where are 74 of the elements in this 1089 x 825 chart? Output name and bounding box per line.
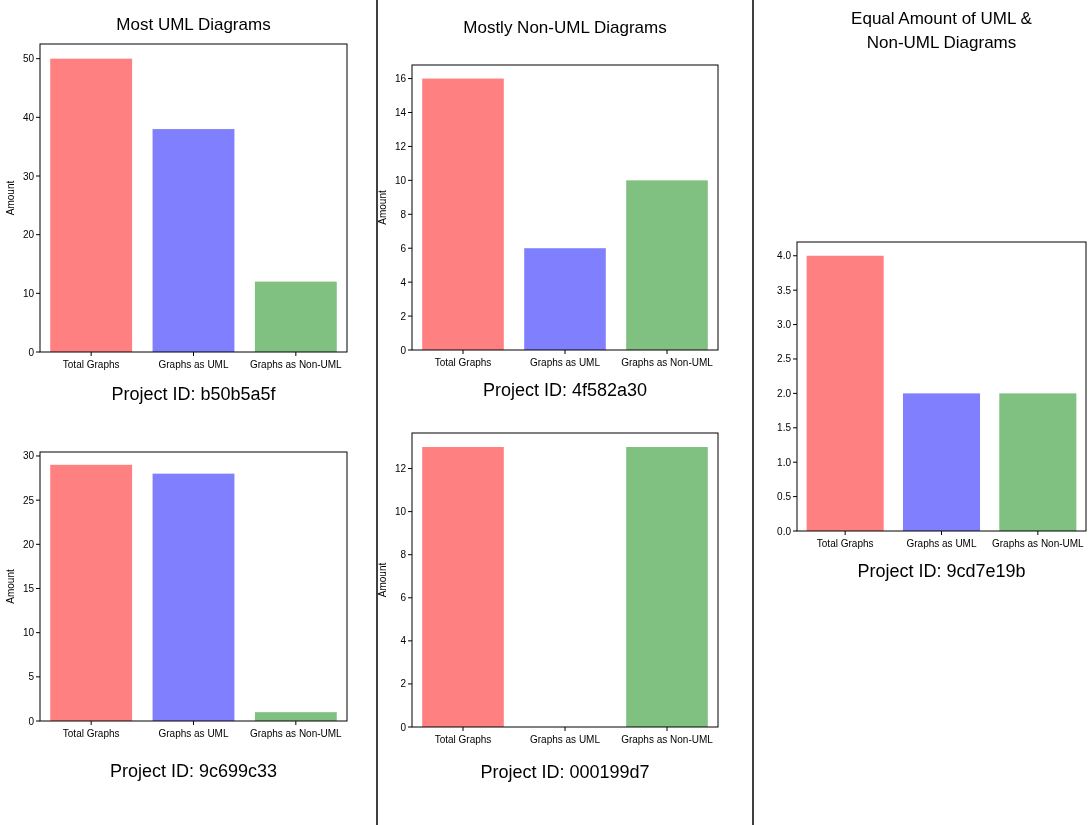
x-tick-label: Total Graphs — [62, 359, 120, 370]
y-tick-label: 15 — [22, 582, 35, 594]
y-tick-label: 3.0 — [777, 319, 792, 331]
y-tick-label: 30 — [22, 450, 35, 462]
bar — [422, 78, 504, 350]
y-tick-label: 10 — [394, 174, 407, 186]
y-tick-label: 2 — [400, 678, 407, 690]
x-tick-label: Graphs as Non-UML — [249, 359, 343, 370]
y-tick-label: 10 — [22, 287, 35, 299]
y-tick-label: 16 — [394, 73, 407, 85]
chart-title: Equal Amount of UML & Non-UML Diagrams — [851, 8, 1033, 52]
y-tick-label: 4.0 — [777, 250, 792, 262]
x-tick-label: Graphs as Non-UML — [621, 734, 714, 745]
y-tick-label: 3.5 — [777, 284, 792, 296]
y-tick-label: 0.5 — [777, 491, 792, 503]
y-tick-label: 10 — [22, 627, 35, 639]
y-tick-label: 4 — [400, 635, 407, 647]
x-tick-label: Graphs as Non-UML — [249, 728, 343, 739]
y-tick-label: 30 — [22, 170, 35, 182]
x-tick-label: Total Graphs — [816, 538, 874, 549]
y-tick-label: 50 — [22, 53, 35, 65]
chart-title: Most UML Diagrams — [116, 14, 271, 34]
x-tick-label: Graphs as UML — [906, 538, 977, 549]
bar — [626, 180, 708, 350]
x-axis-title: Project ID: 4f582a30 — [482, 380, 648, 400]
y-tick-label: 1.5 — [777, 422, 792, 434]
x-tick-label: Graphs as UML — [158, 359, 229, 370]
y-tick-label: 2.0 — [777, 387, 792, 399]
y-tick-label: 0 — [400, 721, 407, 733]
x-tick-label: Graphs as Non-UML — [621, 357, 714, 368]
x-tick-label: Total Graphs — [434, 357, 492, 368]
x-tick-label: Graphs as UML — [529, 734, 601, 745]
y-axis-title: Amount — [5, 180, 16, 216]
y-axis-title: Amount — [377, 562, 388, 598]
bar — [152, 473, 235, 721]
y-tick-label: 2 — [400, 310, 407, 322]
x-tick-label: Graphs as Non-UML — [991, 538, 1085, 549]
x-axis-title: Project ID: 000199d7 — [480, 762, 650, 782]
y-tick-label: 10 — [394, 506, 407, 518]
y-tick-label: 0 — [400, 344, 407, 356]
y-tick-label: 0 — [28, 715, 35, 727]
y-tick-label: 2.5 — [777, 353, 792, 365]
x-axis-title: Project ID: 9cd7e19b — [857, 561, 1026, 581]
bar — [50, 464, 133, 721]
bar — [524, 248, 606, 350]
y-tick-label: 8 — [400, 549, 407, 561]
y-tick-label: 40 — [22, 111, 35, 123]
y-tick-label: 1.0 — [777, 456, 792, 468]
y-tick-label: 20 — [22, 229, 35, 241]
y-axis-title: Amount — [5, 569, 16, 604]
x-tick-label: Total Graphs — [62, 728, 120, 739]
x-tick-label: Graphs as UML — [529, 357, 601, 368]
x-tick-label: Total Graphs — [434, 734, 492, 745]
x-tick-label: Graphs as UML — [158, 728, 229, 739]
y-tick-label: 12 — [394, 140, 407, 152]
x-axis-title: Project ID: b50b5a5f — [111, 384, 277, 404]
y-tick-label: 0 — [28, 346, 35, 358]
y-tick-label: 0.0 — [777, 525, 792, 537]
bar — [50, 58, 133, 352]
y-axis-title: Amount — [377, 190, 388, 225]
bar — [152, 129, 235, 352]
y-tick-label: 20 — [22, 538, 35, 550]
bar — [254, 712, 337, 721]
y-tick-label: 14 — [394, 107, 407, 118]
y-tick-label: 6 — [400, 592, 407, 604]
bar — [254, 281, 337, 352]
y-tick-label: 8 — [400, 208, 407, 220]
y-tick-label: 25 — [22, 494, 35, 506]
y-tick-label: 4 — [400, 276, 407, 288]
x-axis-title: Project ID: 9c699c33 — [109, 761, 278, 781]
y-tick-label: 6 — [400, 242, 407, 254]
y-tick-label: 5 — [28, 671, 35, 683]
y-tick-label: 12 — [394, 463, 407, 475]
chart-title: Mostly Non-UML Diagrams — [463, 17, 667, 37]
